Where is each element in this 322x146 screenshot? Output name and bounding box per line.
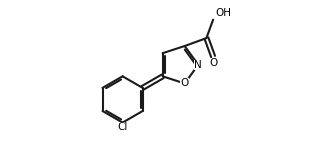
Text: OH: OH xyxy=(215,8,231,18)
Text: N: N xyxy=(194,60,202,70)
Text: Cl: Cl xyxy=(118,122,128,132)
Text: O: O xyxy=(181,78,189,88)
Text: O: O xyxy=(209,58,217,68)
